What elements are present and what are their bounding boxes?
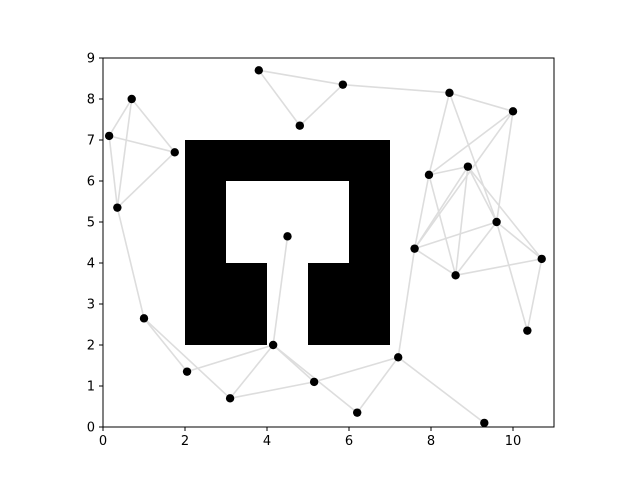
x-tick-label-10: 10	[505, 434, 522, 449]
graph-node-11	[492, 217, 501, 227]
graph-node-13	[537, 254, 546, 264]
graph-edge-12	[448, 92, 498, 223]
graph-edge-35	[229, 344, 274, 399]
x-tick-label-4: 4	[263, 434, 271, 449]
x-tick-label-6: 6	[345, 434, 353, 449]
graph-node-23	[353, 408, 362, 417]
graph-node-1	[127, 94, 136, 104]
y-tick-label-4: 4	[87, 257, 95, 272]
graph-edge-6	[258, 69, 301, 127]
graph-edge-13	[428, 110, 514, 176]
y-axis: 0 1 2 3 4 5 6 7 8 9	[87, 52, 103, 436]
graph-node-0	[104, 131, 114, 141]
graph-edge-30	[526, 258, 543, 331]
graph-edge-0	[108, 98, 133, 137]
graph-edge-8	[299, 84, 344, 127]
graph-node-20	[182, 367, 192, 376]
x-tick-label-2: 2	[181, 434, 189, 449]
point-layer	[104, 66, 546, 428]
graph-edge-28	[397, 248, 416, 358]
graph-node-22	[225, 394, 235, 403]
graph-node-17	[523, 326, 532, 335]
graph-edge-33	[143, 317, 231, 399]
graph-edge-26	[454, 221, 498, 276]
y-tick-label-8: 8	[87, 93, 95, 108]
graph-edge-29	[455, 258, 542, 277]
x-tick-label-8: 8	[427, 434, 435, 449]
graph-edge-9	[342, 83, 450, 94]
graph-node-3	[170, 148, 179, 157]
graph-edge-34	[186, 344, 274, 373]
y-tick-label-7: 7	[87, 134, 95, 149]
y-tick-label-0: 0	[87, 421, 95, 436]
graph-node-19	[394, 353, 403, 362]
graph-edge-16	[428, 165, 469, 176]
graph-edge-10	[449, 92, 514, 113]
graph-node-9	[463, 162, 473, 171]
graph-edge-15	[413, 110, 514, 250]
graph-node-10	[424, 170, 434, 180]
graph-edge-14	[495, 111, 514, 223]
graph-edge-17	[467, 166, 498, 223]
graph-node-6	[338, 80, 348, 89]
graph-node-24	[480, 418, 489, 428]
x-axis: 0 2 4 6 8 10	[99, 427, 521, 449]
graph-edge-21	[413, 174, 430, 249]
y-tick-label-6: 6	[87, 175, 95, 190]
graph-node-4	[254, 66, 263, 75]
graph-node-18	[268, 340, 278, 350]
graph-edge-19	[467, 166, 543, 260]
graph-node-8	[508, 107, 518, 116]
graph-node-14	[451, 271, 460, 280]
graph-node-21	[309, 377, 319, 387]
graph-edge-5	[116, 151, 176, 209]
obstacle-layer	[185, 140, 390, 345]
plot-background	[103, 58, 554, 427]
edge-layer	[108, 69, 543, 424]
plot-frame	[102, 57, 555, 428]
y-tick-label-2: 2	[87, 339, 95, 354]
x-tick-label-0: 0	[99, 434, 107, 449]
graph-edge-20	[454, 166, 469, 276]
graph-edge-3	[116, 98, 133, 208]
graph-edge-2	[108, 135, 175, 154]
graph-edge-23	[414, 221, 497, 250]
y-tick-label-5: 5	[87, 216, 95, 231]
graph-edge-25	[495, 221, 529, 331]
graph-edge-18	[413, 166, 469, 250]
graph-node-2	[113, 203, 122, 212]
y-tick-label-1: 1	[87, 380, 95, 395]
y-tick-label-3: 3	[87, 298, 95, 313]
graph-edge-40	[313, 356, 399, 383]
graph-node-7	[445, 88, 454, 98]
graph-edge-36	[272, 236, 289, 346]
graph-edge-7	[258, 69, 343, 86]
graph-edge-1	[108, 135, 119, 208]
graph-edge-11	[428, 92, 451, 176]
obstacle-shape	[185, 140, 390, 345]
graph-edge-22	[428, 174, 457, 276]
graph-edge-42	[397, 356, 485, 424]
graph-edge-27	[414, 247, 457, 276]
graph-edge-41	[356, 356, 399, 414]
graph-node-15	[283, 232, 292, 241]
graph-edge-24	[496, 221, 543, 260]
graph-node-12	[410, 244, 419, 253]
graph-edge-4	[131, 98, 176, 153]
graph-edge-32	[143, 317, 188, 373]
graph-node-16	[139, 314, 149, 323]
y-tick-label-9: 9	[87, 52, 95, 67]
graph-node-5	[295, 121, 304, 130]
graph-edge-39	[229, 381, 315, 400]
graph-edge-31	[116, 207, 145, 319]
